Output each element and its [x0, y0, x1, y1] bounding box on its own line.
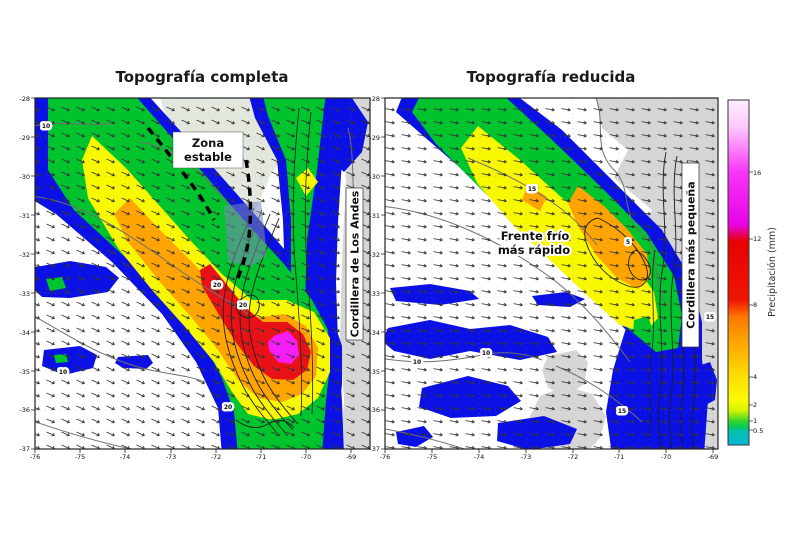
frente-frio-label-line2: más rápido: [498, 243, 570, 257]
axis-and-contour-labels: -76 -75 -74 -73 -72 -71 -70 -69 -28 -29 -30 -31 -32 -…: [19, 95, 356, 461]
y-tick: -28: [19, 95, 30, 103]
x-tick: -76: [380, 453, 391, 461]
x-tick: -74: [474, 453, 485, 461]
axis-ticks: [31, 97, 352, 453]
colorbar-tick-05: 0.5: [753, 427, 763, 435]
colorbar-tick-12: 12: [753, 235, 761, 243]
y-tick: -29: [369, 134, 380, 142]
panel-title: Topografía completa: [115, 68, 288, 86]
contour-label: 10: [413, 359, 421, 366]
annotation-box: [345, 187, 364, 341]
colorbar: 16 12 8 4 2 1 0.5 Precipitación (mm): [727, 99, 778, 446]
y-tick: -37: [19, 445, 30, 453]
y-tick: -31: [19, 212, 30, 220]
y-tick: -34: [19, 329, 30, 337]
x-tick: -70: [301, 453, 312, 461]
y-tick: -32: [369, 251, 380, 259]
map-frame: [34, 97, 371, 450]
y-tick: -28: [369, 95, 380, 103]
colorbar-title: Precipitación (mm): [767, 227, 778, 317]
colorbar-tick-1: 1: [753, 417, 757, 425]
colorbar-tick-16: 16: [753, 169, 761, 177]
y-tick: -33: [19, 290, 30, 298]
y-tick: -30: [369, 173, 380, 181]
contour-label: 10: [42, 123, 50, 130]
frente-frio-label-line1: Frente frío: [501, 229, 570, 243]
cordillera-pequena-label: Cordillera más pequeña: [685, 181, 698, 328]
contour-label: 5: [626, 239, 630, 246]
y-tick: -29: [19, 134, 30, 142]
contour-label: 20: [224, 404, 232, 411]
cordillera-andes-label: Cordillera de Los Andes: [349, 190, 362, 337]
x-tick: -69: [346, 453, 357, 461]
annotation-box: [681, 162, 700, 348]
colorbar-gradient: [727, 99, 750, 446]
x-tick: -76: [30, 453, 41, 461]
y-tick: -35: [19, 368, 30, 376]
contour-label: 15: [706, 314, 714, 321]
axis-and-contour-labels: -76 -75 -74 -73 -72 -71 -70 -69 -28 -29 -30 -31 -32 -…: [369, 95, 718, 461]
colorbar-ticks: [749, 171, 753, 431]
colorbar-tick-2: 2: [753, 401, 757, 409]
zona-estable-label-line2: estable: [184, 150, 232, 164]
y-tick: -33: [369, 290, 380, 298]
x-tick: -72: [568, 453, 579, 461]
y-tick: -34: [369, 329, 380, 337]
cold-pool-shading: [224, 201, 267, 266]
cordillera-andes-annotation: Cordillera de Los Andes: [345, 187, 364, 341]
front-dashed-line: [235, 159, 253, 281]
x-tick: -74: [120, 453, 131, 461]
x-tick: -75: [427, 453, 438, 461]
x-tick: -70: [661, 453, 672, 461]
front-dashed-line: [146, 126, 216, 221]
x-tick: -73: [166, 453, 177, 461]
x-tick: -75: [75, 453, 86, 461]
x-tick: -72: [211, 453, 222, 461]
y-tick: -36: [19, 406, 30, 414]
zona-estable-label-line1: Zona: [192, 136, 224, 150]
y-tick: -36: [369, 406, 380, 414]
contour-label: 10: [59, 369, 67, 376]
contour-label: 15: [528, 186, 536, 193]
x-tick: -71: [614, 453, 625, 461]
y-tick: -30: [19, 173, 30, 181]
axis-ticks: [381, 97, 714, 453]
front-overlay-layers: [146, 126, 267, 281]
wind-vector-field: [385, 98, 718, 449]
contour-label: 20: [213, 282, 221, 289]
panel-topografia-reducida: Topografía reducida -76 -75 -74 -73 -72 -71 -7…: [369, 68, 719, 461]
panel-title: Topografía reducida: [467, 68, 636, 86]
colorbar-tick-4: 4: [753, 373, 757, 381]
y-tick: -37: [369, 445, 380, 453]
y-tick: -35: [369, 368, 380, 376]
y-tick: -31: [369, 212, 380, 220]
colorbar-tick-labels: 16 12 8 4 2 1 0.5: [753, 169, 763, 435]
cordillera-pequena-annotation: Cordillera más pequeña: [681, 162, 700, 348]
frente-frio-annotation: Frente frío más rápido: [496, 227, 572, 259]
contour-label: 20: [239, 302, 247, 309]
y-tick: -32: [19, 251, 30, 259]
x-tick: -69: [708, 453, 719, 461]
zona-estable-annotation: Zona estable: [172, 131, 244, 169]
colorbar-tick-8: 8: [753, 301, 757, 309]
map-frame: [384, 97, 719, 450]
contour-label: 10: [482, 350, 490, 357]
contour-label: 15: [618, 408, 626, 415]
x-tick: -73: [521, 453, 532, 461]
x-tick: -71: [256, 453, 267, 461]
panel-topografia-completa: Topografía completa -76 -75 -74 -73 -72 -71 -7…: [19, 68, 371, 461]
annotation-box: [172, 131, 244, 169]
